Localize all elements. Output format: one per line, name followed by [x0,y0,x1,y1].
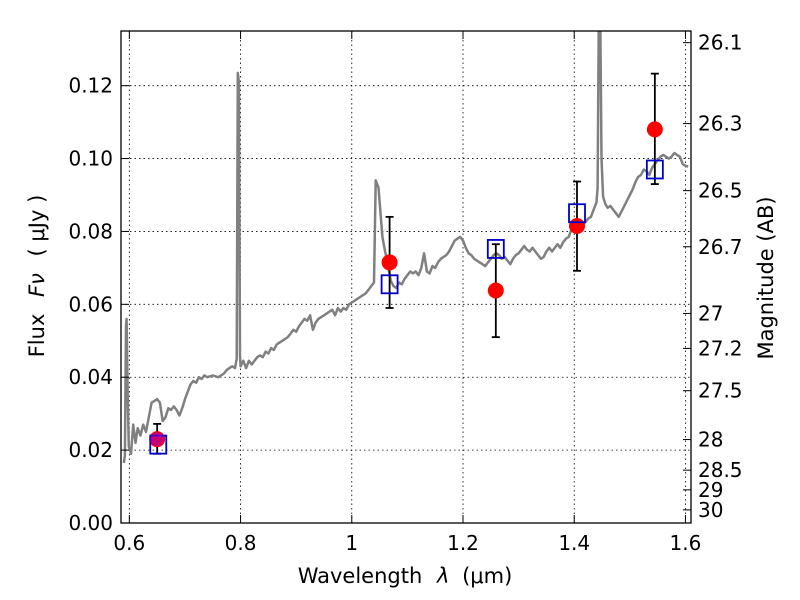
y-tick-label: 0.08 [68,219,113,243]
y-right-tick-label: 27 [698,301,723,325]
x-axis-label: Wavelength λ (μm) [298,564,513,588]
y-axis-label: Flux Fν ( μJy ) [25,195,49,358]
x-tick-label: 0.8 [225,531,257,555]
y-axis-right-label-text: Magnitude (AB) [754,196,778,359]
y-tick-label: 0.10 [68,147,113,171]
ticks: 0.6 0.8 1 1.2 1.4 1.6 0.00 0.02 0.04 0.06 0.08 0.10… [68,31,742,555]
x-tick-label: 1.2 [447,531,479,555]
observed-point-overlap [150,432,165,447]
x-tick-label: 1.4 [558,531,590,555]
x-tick-label: 0.6 [113,531,145,555]
spectrum-line [122,31,689,464]
svg-text:Wavelength λ (μm): Wavelength λ (μm) [298,564,513,588]
y-tick-label: 0.00 [68,511,113,535]
y-right-tick-label: 26.5 [698,179,743,203]
y-axis-right-label: Magnitude (AB) [754,196,778,359]
y-tick-label: 0.06 [68,292,113,316]
y-right-tick-label: 27.5 [698,379,743,403]
y-right-tick-label: 26.3 [698,112,743,136]
observed-point [487,282,504,299]
y-right-tick-label: 30 [698,498,723,522]
plot-frame [120,30,692,524]
observed-point [381,254,398,271]
observed-point [569,217,585,234]
x-axis-label-unit: (μm) [462,564,512,588]
y-axis-label-unit: ( μJy ) [25,195,49,257]
observed-point [646,121,663,138]
y-axis-label-symbol: Fν [25,273,49,297]
svg-text:Flux Fν ( μJy ): Flux Fν ( μJy ) [25,195,49,358]
y-axis-label-text: Flux [25,314,49,358]
y-right-tick-label: 27.2 [698,336,743,360]
y-tick-label: 0.02 [68,438,113,462]
x-axis-label-text: Wavelength [298,564,423,588]
y-right-tick-label: 26.1 [698,31,743,55]
x-axis-label-symbol: λ [436,564,449,588]
x-tick-label: 1 [345,531,358,555]
y-right-tick-label: 29 [698,478,723,502]
plot-area [122,31,689,464]
model-point [380,274,399,295]
y-tick-label: 0.12 [68,74,113,98]
y-right-tick-label: 28.5 [698,458,743,482]
y-right-tick-label: 28 [698,428,723,452]
model-point [645,159,664,180]
y-right-tick-label: 26.7 [698,235,743,259]
model-point [486,239,505,259]
model-point [568,203,586,224]
y-tick-label: 0.04 [68,365,113,389]
x-tick-label: 1.6 [670,531,702,555]
